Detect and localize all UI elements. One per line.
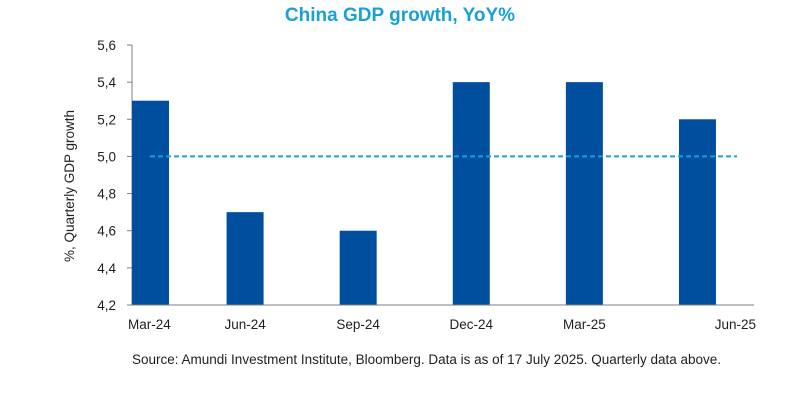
y-tick-label: 4,2 bbox=[97, 298, 116, 313]
y-axis: 4,2 4,4 4,6 4,8 5,0 5,2 5,4 5,6 bbox=[97, 38, 133, 313]
y-tick-label: 5,0 bbox=[97, 149, 116, 164]
y-tick-label: 4,6 bbox=[97, 224, 116, 239]
x-tick-label: Mar-24 bbox=[128, 317, 171, 332]
bar-sep-24 bbox=[339, 230, 377, 305]
bar-series bbox=[132, 82, 716, 306]
bar-dec-24 bbox=[452, 82, 490, 306]
y-tick-label: 5,4 bbox=[97, 75, 116, 90]
x-tick-label: Dec-24 bbox=[450, 317, 494, 332]
y-tick-label: 5,2 bbox=[97, 112, 116, 127]
bar-jun-25 bbox=[678, 119, 716, 306]
x-tick-label: Sep-24 bbox=[336, 317, 380, 332]
bar-jun-24 bbox=[226, 212, 264, 305]
x-axis: Mar-24 Jun-24 Sep-24 Dec-24 Mar-25 Jun-25 bbox=[128, 304, 756, 332]
chart-title: China GDP growth, YoY% bbox=[284, 5, 516, 26]
y-tick-label: 4,8 bbox=[97, 187, 116, 202]
bar-mar-24 bbox=[132, 100, 169, 305]
source-note: Source: Amundi Investment Institute, Blo… bbox=[132, 352, 722, 367]
y-tick-label: 4,4 bbox=[97, 261, 116, 276]
y-axis-title: %, Quarterly GDP growth bbox=[62, 110, 77, 262]
x-tick-label: Mar-25 bbox=[563, 317, 606, 332]
x-tick-label: Jun-24 bbox=[224, 317, 266, 332]
bar-mar-25 bbox=[565, 82, 603, 306]
x-tick-label: Jun-25 bbox=[715, 317, 756, 332]
y-tick-label: 5,6 bbox=[97, 38, 116, 53]
